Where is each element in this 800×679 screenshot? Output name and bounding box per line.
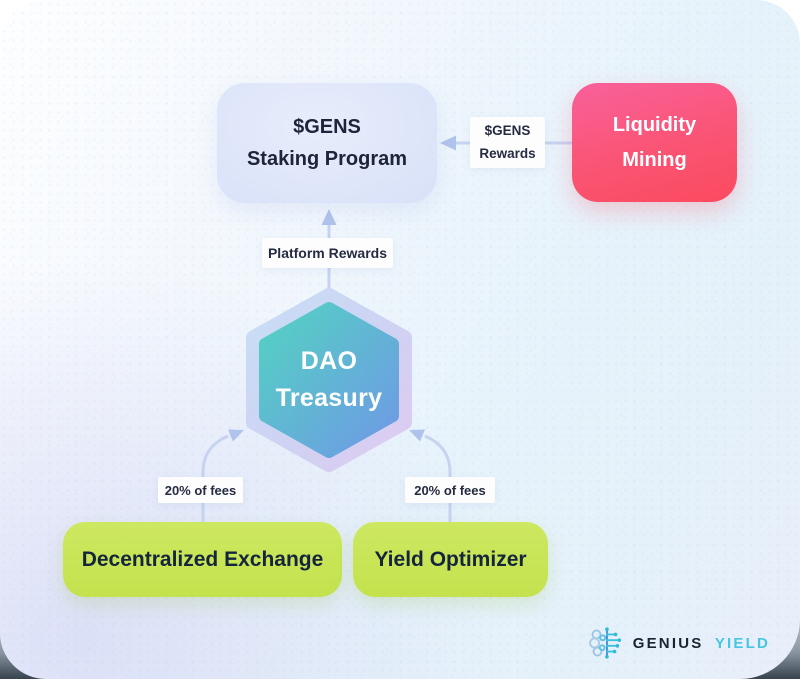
genius-yield-logo: GENIUS YIELD — [587, 623, 770, 663]
genius-yield-brain-icon — [588, 627, 621, 659]
logo-text-genius: GENIUS — [632, 634, 704, 652]
liquidity-mining-line1: Liquidity — [612, 113, 697, 136]
staking-program-line2: Staking Program — [246, 148, 408, 170]
dao-treasury-line2: Treasury — [275, 384, 383, 412]
liquidity-mining-line2: Mining — [622, 148, 687, 171]
logo-wordmark: GENIUS YIELD — [633, 635, 770, 652]
gens-rewards-line2: Rewards — [479, 145, 536, 161]
gens-rewards-line1: $GENS — [484, 123, 531, 139]
dex-fees-label: 20% of fees — [164, 482, 237, 498]
platform-rewards-label: Platform Rewards — [267, 245, 388, 261]
edge-label-gens-rewards: $GENS Rewards — [470, 117, 545, 168]
node-decentralized-exchange: Decentralized Exchange — [63, 522, 342, 597]
staking-program-line1: $GENS — [293, 116, 361, 138]
edge-label-optimizer-fees: 20% of fees — [405, 477, 495, 503]
edge-label-platform-rewards: Platform Rewards — [262, 238, 393, 268]
yield-optimizer-label: Yield Optimizer — [374, 547, 527, 571]
edge-label-dex-fees: 20% of fees — [158, 477, 243, 503]
node-dao-treasury: DAO Treasury — [254, 294, 404, 466]
node-yield-optimizer: Yield Optimizer — [353, 522, 548, 597]
dao-treasury-line1: DAO — [300, 346, 358, 375]
node-liquidity-mining: Liquidity Mining — [572, 83, 737, 202]
optimizer-fees-label: 20% of fees — [414, 482, 486, 498]
node-gens-staking-program: $GENS Staking Program — [217, 83, 437, 203]
decentralized-exchange-label: Decentralized Exchange — [81, 547, 324, 571]
logo-text-yield: YIELD — [714, 634, 770, 652]
